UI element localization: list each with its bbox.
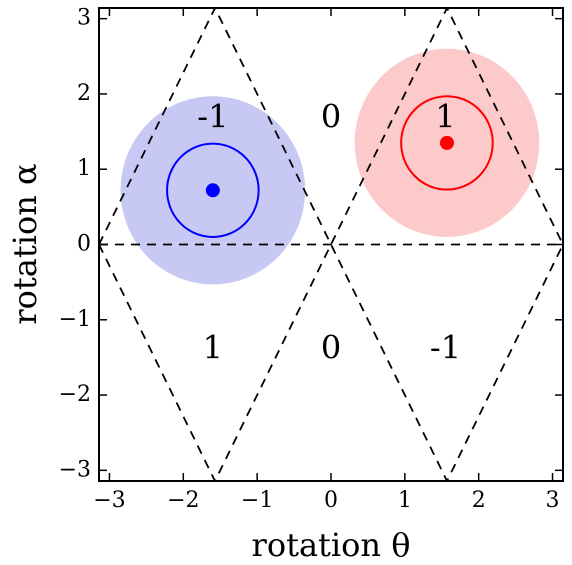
data-point-0 [205, 183, 220, 198]
x-axis-label: rotation θ [252, 526, 411, 564]
region-label-2: 1 [435, 97, 455, 135]
region-label-1: 0 [321, 97, 341, 135]
y-tick-label-5: 2 [77, 81, 91, 106]
y-tick-label-6: 3 [77, 6, 91, 31]
x-tick-label-1: −2 [167, 488, 199, 513]
y-tick-label-4: 1 [77, 156, 91, 181]
x-tick-label-2: −1 [241, 488, 273, 513]
y-tick-label-3: 0 [77, 232, 91, 257]
y-tick-label-2: −1 [59, 307, 91, 332]
x-tick-label-6: 3 [546, 488, 560, 513]
x-tick-label-4: 1 [398, 488, 412, 513]
x-tick-label-3: 0 [324, 488, 338, 513]
x-tick-label-0: −3 [93, 488, 125, 513]
data-point-1 [439, 135, 454, 150]
y-axis-label: rotation α [6, 163, 44, 324]
region-label-0: -1 [197, 97, 228, 135]
point-ring-0 [166, 142, 260, 238]
y-tick-label-0: −3 [59, 457, 91, 482]
x-tick-label-5: 2 [472, 488, 486, 513]
region-label-3: 1 [203, 328, 223, 366]
region-label-4: 0 [321, 328, 341, 366]
region-label-5: -1 [430, 328, 461, 366]
point-ring-1 [400, 95, 494, 191]
y-tick-label-1: −2 [59, 382, 91, 407]
